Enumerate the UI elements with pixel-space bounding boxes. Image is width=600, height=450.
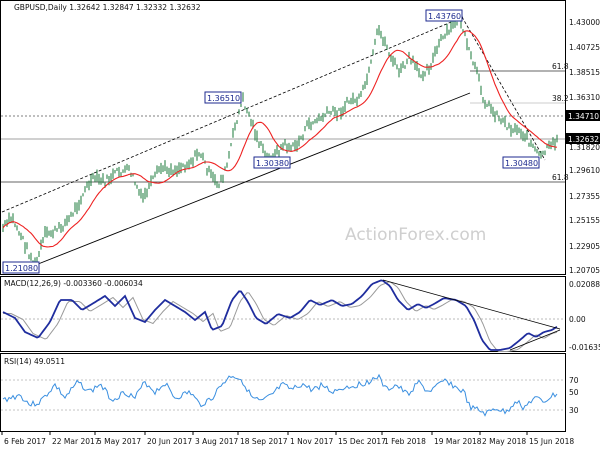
price-panel-frame [0, 0, 566, 275]
macd-trendline-up [509, 329, 561, 351]
price-title: GBPUSD,Daily 1.32642 1.32847 1.32332 1.3… [14, 3, 201, 12]
price-ytick: 1.31820 [569, 143, 600, 152]
x-tick-label: 15 Dec 2017 [338, 437, 386, 446]
rsi-line [2, 373, 558, 417]
price-tag-13471 [566, 110, 600, 121]
x-tick-label: 2 May 2018 [482, 437, 526, 446]
rsi-panel-frame [0, 353, 566, 432]
price-ytick: 1.25155 [569, 216, 600, 225]
macd-ytick-bottom: -0.016357 [569, 343, 600, 352]
label-box-14376 [425, 9, 463, 22]
x-tick-label: 1 Nov 2017 [290, 437, 333, 446]
x-tick-label: 19 Mar 2018 [434, 437, 482, 446]
label-box-12108 [2, 261, 40, 274]
label-box-13038 [253, 156, 291, 169]
price-yticks: 1.43000 1.40725 1.38515 1.36310 1.31820 1.296… [569, 18, 600, 275]
x-tick-label: 20 Jun 2017 [147, 437, 192, 446]
trend-down-dashed [461, 16, 546, 161]
fib-label-618-bottom: 61.8 [552, 173, 569, 182]
x-tick-label: 18 Sep 2017 [240, 437, 288, 446]
channel-lower [27, 92, 471, 269]
x-tick-label: 22 Mar 2017 [52, 437, 100, 446]
fib-label-382: 38.2 [552, 94, 569, 103]
x-tick-label: 5 May 2017 [97, 437, 141, 446]
price-ytick: 1.38515 [569, 68, 600, 77]
x-tick-label: 3 Aug 2017 [195, 437, 238, 446]
price-ytick: 1.27355 [569, 192, 600, 201]
price-ytick: 1.29610 [569, 166, 600, 175]
label-box-13048 [502, 156, 540, 169]
price-ytick: 1.36310 [569, 93, 600, 102]
label-13651: 1.36510 [207, 94, 240, 103]
macd-signal-line [3, 281, 558, 352]
fib-label-618-top: 61.8 [552, 62, 569, 71]
watermark: ActionForex.com [345, 225, 486, 245]
moving-average-line [2, 30, 558, 248]
label-box-13651 [204, 91, 242, 104]
x-tick-label: 1 Feb 2018 [384, 437, 426, 446]
x-tick-label: 6 Feb 2017 [4, 437, 46, 446]
rsi-ytick-70: 70 [569, 376, 579, 385]
macd-line [2, 279, 558, 351]
label-13048: 1.30480 [505, 159, 538, 168]
price-bars [2, 13, 558, 270]
macd-title: MACD(12,26,9) -0.003360 -0.006034 [4, 279, 143, 288]
channel-upper [1, 16, 464, 213]
price-tag-13471-text: 1.34710 [568, 112, 599, 121]
rsi-title: RSI(14) 49.0511 [4, 357, 65, 366]
rsi-ytick-30: 30 [569, 406, 579, 415]
x-tick-label: 15 Jun 2018 [529, 437, 574, 446]
macd-ytick-top: 0.020886 [569, 280, 600, 289]
price-ytick: 1.43000 [569, 18, 600, 27]
price-ytick: 1.20705 [569, 266, 600, 275]
macd-trendline-down [382, 279, 561, 330]
price-tag-13263-text: 1.32632 [568, 135, 599, 144]
macd-ytick-zero: 0.00 [569, 315, 586, 324]
price-ytick: 1.40725 [569, 43, 600, 52]
rsi-ytick-50: 50 [569, 388, 579, 397]
label-12108: 1.21080 [5, 264, 38, 273]
label-14376: 1.43760 [428, 12, 461, 21]
label-13038: 1.30380 [256, 159, 289, 168]
price-tag-13263 [566, 133, 600, 144]
price-ytick: 1.22905 [569, 242, 600, 251]
